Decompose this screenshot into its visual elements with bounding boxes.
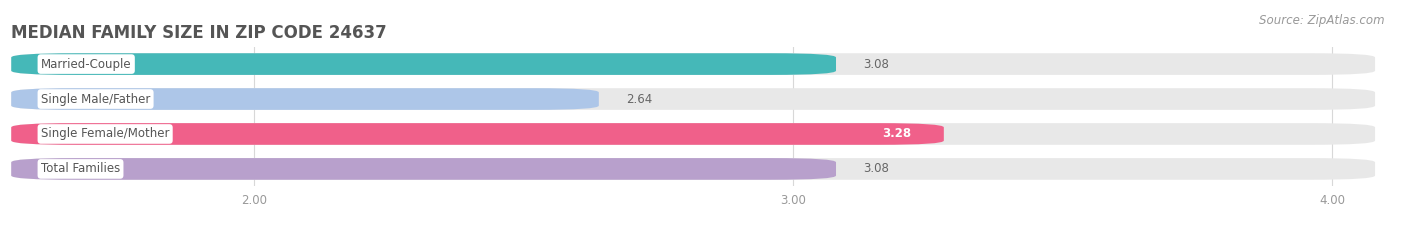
Text: Source: ZipAtlas.com: Source: ZipAtlas.com: [1260, 14, 1385, 27]
Text: MEDIAN FAMILY SIZE IN ZIP CODE 24637: MEDIAN FAMILY SIZE IN ZIP CODE 24637: [11, 24, 387, 42]
FancyBboxPatch shape: [11, 158, 1375, 180]
FancyBboxPatch shape: [11, 88, 599, 110]
FancyBboxPatch shape: [11, 53, 837, 75]
FancyBboxPatch shape: [11, 123, 943, 145]
Text: Total Families: Total Families: [41, 162, 120, 175]
Text: Married-Couple: Married-Couple: [41, 58, 132, 71]
Text: Single Male/Father: Single Male/Father: [41, 93, 150, 106]
FancyBboxPatch shape: [11, 88, 1375, 110]
FancyBboxPatch shape: [11, 123, 1375, 145]
Text: 3.28: 3.28: [883, 127, 911, 140]
Text: 3.08: 3.08: [863, 58, 889, 71]
Text: Single Female/Mother: Single Female/Mother: [41, 127, 169, 140]
FancyBboxPatch shape: [11, 158, 837, 180]
Text: 3.08: 3.08: [863, 162, 889, 175]
FancyBboxPatch shape: [11, 53, 1375, 75]
Text: 2.64: 2.64: [626, 93, 652, 106]
